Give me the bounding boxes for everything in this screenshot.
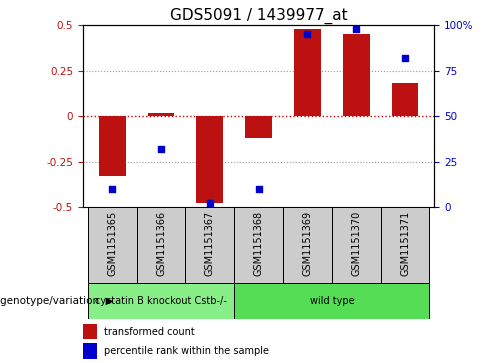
Bar [99, 116, 126, 176]
Bar [245, 116, 272, 138]
Point [352, 26, 360, 32]
Text: GSM1151367: GSM1151367 [205, 211, 215, 276]
Text: GSM1151371: GSM1151371 [400, 211, 410, 276]
Bar [283, 207, 332, 283]
Bar [148, 113, 175, 116]
Text: GSM1151365: GSM1151365 [107, 211, 117, 276]
Bar [88, 283, 234, 319]
Bar [294, 29, 321, 116]
Text: genotype/variation  ▶: genotype/variation ▶ [0, 296, 114, 306]
Point [401, 55, 409, 61]
Text: GSM1151368: GSM1151368 [254, 211, 264, 276]
Title: GDS5091 / 1439977_at: GDS5091 / 1439977_at [170, 8, 347, 24]
Point [304, 32, 311, 37]
Text: transformed count: transformed count [104, 327, 195, 337]
Bar [381, 207, 429, 283]
Text: wild type: wild type [309, 296, 354, 306]
Bar [83, 343, 97, 359]
Text: GSM1151366: GSM1151366 [156, 211, 166, 276]
Bar [332, 207, 381, 283]
Text: percentile rank within the sample: percentile rank within the sample [104, 346, 269, 356]
Text: GSM1151369: GSM1151369 [303, 211, 312, 276]
Point [108, 186, 116, 192]
Bar [185, 207, 234, 283]
Bar [392, 83, 419, 116]
Bar [234, 207, 283, 283]
Bar [197, 116, 224, 203]
Text: cystatin B knockout Cstb-/-: cystatin B knockout Cstb-/- [95, 296, 227, 306]
Bar [343, 34, 370, 116]
Bar [83, 324, 97, 339]
Text: GSM1151370: GSM1151370 [351, 211, 361, 276]
Bar [88, 207, 137, 283]
Bar [137, 207, 185, 283]
Point [157, 146, 165, 152]
Bar [234, 283, 429, 319]
Point [206, 200, 214, 206]
Point [255, 186, 263, 192]
